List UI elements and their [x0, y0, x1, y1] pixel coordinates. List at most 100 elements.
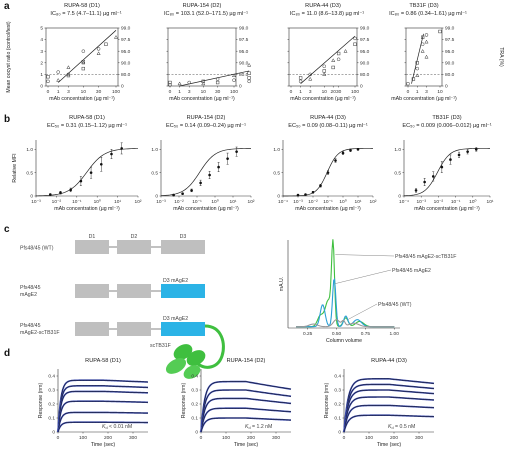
panel-a-x-tick-label: 0 — [169, 89, 172, 95]
panel-b-y-tick-label: 1.0 — [394, 147, 401, 153]
panel-b-y-tick-label: 1.0 — [151, 147, 158, 153]
panel-a-data-point — [247, 62, 252, 67]
sec-x-tick-label: 1.00 — [390, 331, 400, 337]
panel-d-y-tick-label: 0.4 — [191, 374, 198, 380]
fab-lobe — [173, 344, 193, 360]
panel-d-y-tick-label: 0 — [52, 430, 55, 436]
panel-a-data-point — [421, 35, 425, 39]
panel-a-y-tick-label: 2 — [40, 60, 43, 66]
panel-d-x-tick-label: 100 — [222, 435, 230, 441]
panel-d-chart-2: RUPA-154 (D2) 0 100 200 300 0 0.1 0.2 0.3 0.4 Kd =… — [181, 358, 292, 448]
panel-a-y-tick-label: 0 — [40, 84, 43, 90]
panel-b-chart-1: RUPA-58 (D1) EC₅₀ = 0.31 (0.15–1.12) µg m… — [12, 115, 142, 212]
panel-a-x-tick-label: 30 — [336, 89, 342, 95]
panel-a-data-point — [104, 42, 108, 46]
panel-a-data-point — [420, 48, 425, 53]
sec-series-leader — [335, 269, 392, 284]
panel-a-data-point — [66, 72, 71, 77]
panel-a-data-point — [96, 51, 101, 55]
panel-b-x-axis-label: mAb concentration (µg ml⁻¹) — [414, 206, 480, 212]
panel-a-data-point — [187, 80, 191, 85]
panel-d-x-tick-label: 0 — [57, 435, 60, 441]
panel-a-y-right-tick-label: 95.0 — [121, 49, 131, 55]
panel-a-data-point — [411, 77, 416, 81]
panel-d-fit-curve — [200, 381, 292, 433]
sec-trace — [296, 239, 395, 328]
panel-b-data-point — [449, 158, 452, 161]
panel-b-x-tick-label: 10¹ — [114, 199, 121, 205]
panel-d-fit-curve — [200, 417, 292, 433]
panel-b-x-tick-label: 10⁻³ — [293, 199, 303, 205]
panel-a-data-point — [415, 73, 420, 78]
panel-a-x-tick-label: 1 — [57, 89, 60, 95]
panel-d-chart-title: RUPA-44 (D3) — [371, 358, 407, 364]
panel-b-y-tick-label: 0 — [155, 194, 158, 200]
panel-b-chart-title: RUPA-58 (D1) — [69, 115, 105, 121]
panel-a-data-point — [415, 66, 420, 71]
panel-b-data-point — [48, 193, 52, 196]
panel-b-data-point — [89, 171, 93, 174]
kd-value: = 1.2 nM — [251, 424, 273, 430]
panel-a-y-right-tick-label: 99.0 — [121, 26, 131, 32]
sctb31f-fab-diagram: scTB31F — [150, 324, 225, 379]
fab-linker — [197, 324, 225, 369]
panel-b-data-point — [79, 179, 83, 183]
panel-d-chart-1: RUPA-58 (D1) 0 100 200 300 0 0.1 0.2 0.3 0.4 Kd < … — [38, 358, 149, 448]
panel-b-x-tick-label: 10² — [248, 199, 255, 205]
panel-a-x-tick-label: 3 — [67, 89, 70, 95]
panel-b-fit-curve — [160, 148, 252, 197]
kd-symbol: K — [102, 424, 106, 430]
sec-series-leader — [335, 254, 395, 257]
panel-b-x-tick-label: 10⁻⁴ — [278, 199, 288, 205]
panel-a-x-tick-label: 0 — [47, 89, 50, 95]
panel-a-data-point — [424, 33, 429, 37]
panel-a-data-point — [353, 42, 357, 46]
panel-a-chart-4: TB31F (D3) IC₈₀ = 0.86 (0.34–1.61) µg ml⁻… — [389, 3, 467, 102]
panel-a-data-point — [438, 29, 442, 34]
panel-b-x-tick-label: 10¹ — [230, 199, 237, 205]
fab-lobe — [186, 350, 206, 366]
panel-a-data-point — [298, 76, 303, 80]
panel-d-x-tick-label: 300 — [272, 435, 280, 441]
panel-b-chart-4: TB31F (D3) EC₅₀ = 0.009 (0.006–0.012) µg … — [394, 115, 494, 212]
panel-d-y-tick-label: 0 — [195, 430, 198, 436]
panel-b: RUPA-58 (D1) EC₅₀ = 0.31 (0.15–1.12) µg m… — [12, 115, 494, 212]
panel-a-data-point — [298, 79, 303, 84]
construct-domain-label: D3 — [180, 234, 187, 240]
panel-b-chart-subtitle: EC₅₀ = 0.009 (0.006–0.012) µg ml⁻¹ — [402, 123, 491, 129]
panel-a-y-right-tick-label: 97.5 — [239, 37, 249, 43]
panel-a-data-point — [406, 81, 410, 86]
kd-subscript: d — [248, 426, 250, 430]
panel-b-data-point — [423, 180, 426, 184]
panel-b-x-tick-label: 10¹ — [355, 199, 362, 205]
panel-d-y-tick-label: 0.1 — [48, 416, 55, 422]
panel-a-data-point — [420, 42, 425, 46]
sec-x-tick-label: 0.75 — [361, 331, 371, 337]
panel-d-fit-curve — [57, 379, 149, 433]
panel-b-y-axis-label: Relative MFI — [12, 153, 18, 182]
panel-d-x-tick-label: 100 — [365, 435, 373, 441]
panel-b-data-point — [120, 147, 123, 150]
panel-a-y-right-tick-label: 0 — [445, 84, 448, 90]
panel-a-x-tick-label: 10 — [201, 89, 207, 95]
construct-domain-label: D3 mAgE2 — [163, 316, 188, 322]
panel-b-x-axis-label: mAb concentration (µg ml⁻¹) — [173, 206, 239, 212]
panel-b-x-tick-label: 10⁻³ — [416, 199, 426, 205]
panel-a-data-point — [96, 47, 101, 51]
panel-d-y-tick-label: 0.1 — [334, 416, 341, 422]
panel-a-data-point — [201, 81, 206, 86]
panel-a-data-point — [46, 79, 50, 84]
panel-a-x-tick-label: 1 — [178, 89, 181, 95]
panel-a-x-tick-label: 30 — [215, 89, 221, 95]
panel-a-x-tick-label: 10 — [437, 89, 443, 95]
panel-a-x-axis-label: mAb concentration (µg ml⁻¹) — [49, 96, 115, 102]
panel-d-y-tick-label: 0.3 — [191, 388, 198, 394]
panel-d-y-tick-label: 0.3 — [48, 388, 55, 394]
panel-b-y-tick-label: 0 — [277, 194, 280, 200]
panel-label-a: a — [4, 1, 10, 12]
panel-a-data-point — [322, 64, 327, 69]
panel-label-c: c — [4, 224, 10, 235]
